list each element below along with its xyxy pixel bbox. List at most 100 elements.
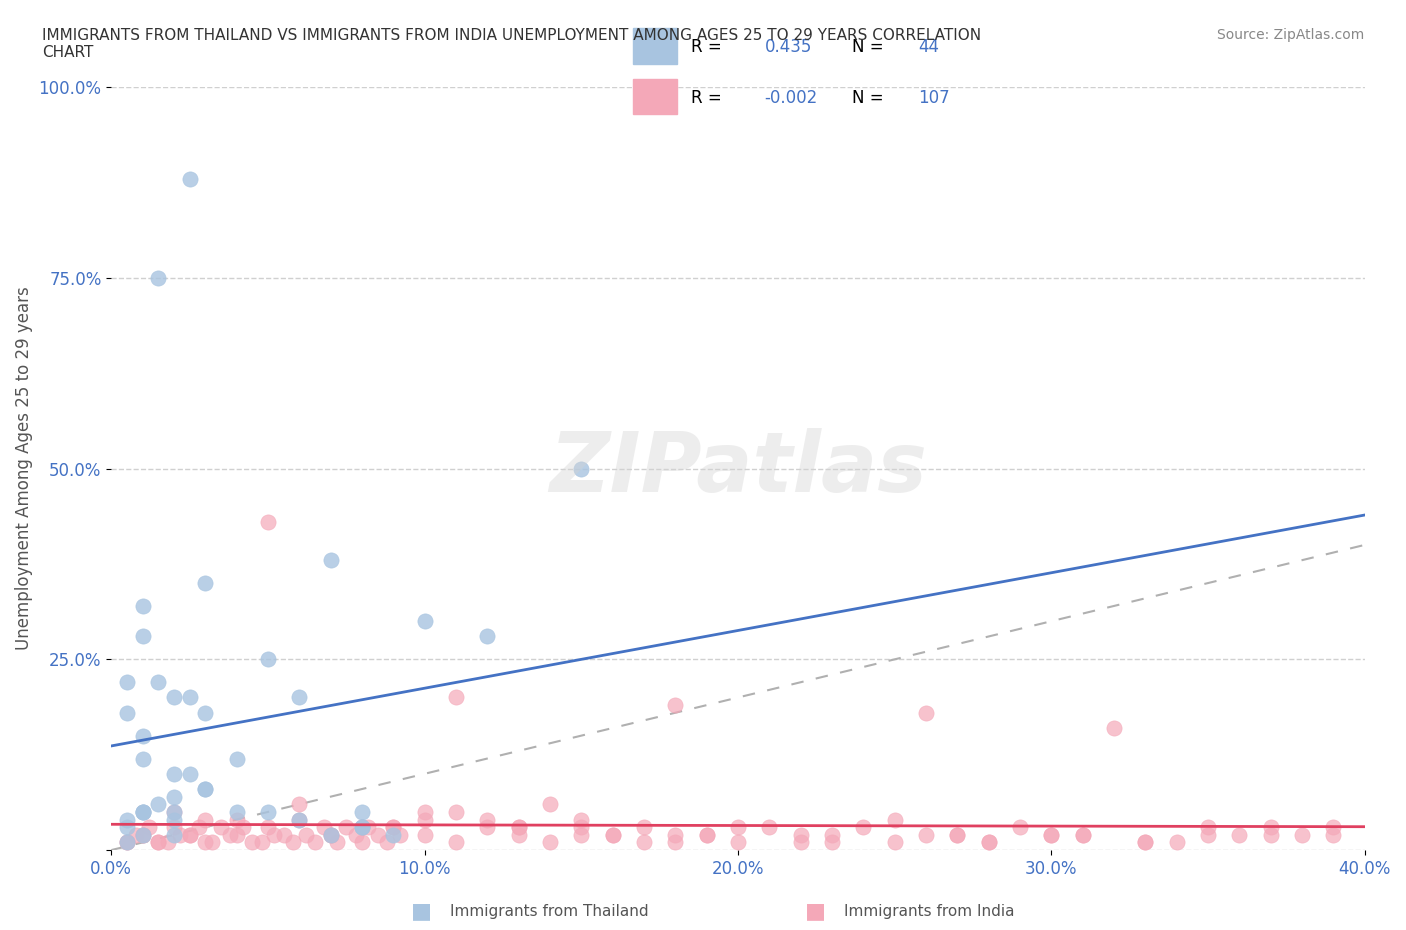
Point — [179, 690, 201, 705]
Point — [758, 819, 780, 834]
Point — [148, 835, 170, 850]
Text: ZIPatlas: ZIPatlas — [550, 428, 927, 509]
Point — [508, 819, 530, 834]
Point — [1197, 819, 1219, 834]
Point — [1260, 828, 1282, 843]
Point — [131, 804, 153, 819]
Point — [319, 828, 342, 843]
Point — [131, 804, 153, 819]
Point — [131, 828, 153, 843]
Point — [125, 828, 148, 843]
Bar — [633, 29, 676, 64]
Point — [357, 819, 380, 834]
Point — [790, 835, 813, 850]
Point — [288, 690, 311, 705]
Point — [727, 819, 749, 834]
Point — [163, 819, 186, 834]
Point — [1197, 828, 1219, 843]
Point — [314, 819, 336, 834]
Point — [163, 804, 186, 819]
Point — [131, 804, 153, 819]
Point — [115, 819, 138, 834]
Point — [977, 835, 1000, 850]
Point — [115, 675, 138, 690]
Point — [350, 819, 373, 834]
Point — [664, 698, 686, 712]
Point — [569, 819, 592, 834]
Point — [508, 819, 530, 834]
Point — [1040, 828, 1063, 843]
Point — [477, 819, 499, 834]
Point — [350, 819, 373, 834]
Point — [335, 819, 357, 834]
Point — [1102, 721, 1125, 736]
Text: N =: N = — [852, 38, 884, 57]
Point — [304, 835, 326, 850]
Point — [209, 819, 232, 834]
Point — [288, 812, 311, 827]
Point — [169, 828, 191, 843]
Point — [179, 828, 201, 843]
Point — [344, 828, 367, 843]
Point — [288, 797, 311, 812]
Point — [219, 828, 242, 843]
Point — [1010, 819, 1032, 834]
Point — [508, 828, 530, 843]
Point — [664, 835, 686, 850]
Point — [148, 271, 170, 286]
Point — [664, 828, 686, 843]
Point — [194, 835, 217, 850]
Point — [382, 819, 405, 834]
Text: ■: ■ — [806, 901, 825, 922]
Text: 44: 44 — [918, 38, 939, 57]
Point — [194, 812, 217, 827]
Text: N =: N = — [852, 88, 884, 107]
Point — [367, 828, 389, 843]
Text: ■: ■ — [412, 901, 432, 922]
Point — [115, 835, 138, 850]
Point — [194, 576, 217, 591]
Point — [413, 614, 436, 629]
Point — [477, 812, 499, 827]
Point — [257, 652, 280, 667]
Point — [1322, 828, 1344, 843]
Point — [633, 819, 655, 834]
Point — [538, 797, 561, 812]
Point — [294, 828, 316, 843]
Text: Immigrants from Thailand: Immigrants from Thailand — [450, 904, 648, 919]
Point — [790, 828, 813, 843]
Point — [883, 835, 905, 850]
Point — [413, 812, 436, 827]
Point — [821, 835, 844, 850]
Point — [163, 790, 186, 804]
Text: R =: R = — [692, 38, 723, 57]
Point — [696, 828, 718, 843]
Point — [633, 835, 655, 850]
Point — [115, 835, 138, 850]
Point — [257, 804, 280, 819]
Y-axis label: Unemployment Among Ages 25 to 29 years: Unemployment Among Ages 25 to 29 years — [15, 286, 32, 650]
Point — [288, 812, 311, 827]
Point — [883, 812, 905, 827]
Point — [1071, 828, 1094, 843]
Point — [602, 828, 624, 843]
Point — [1291, 828, 1313, 843]
Point — [915, 828, 938, 843]
Point — [131, 629, 153, 644]
Point — [281, 835, 304, 850]
Point — [179, 171, 201, 186]
Point — [148, 835, 170, 850]
Point — [388, 828, 411, 843]
Point — [1229, 828, 1251, 843]
Point — [1040, 828, 1063, 843]
Point — [257, 514, 280, 529]
Point — [225, 751, 247, 766]
Point — [602, 828, 624, 843]
Point — [179, 766, 201, 781]
Point — [444, 835, 467, 850]
Point — [1071, 828, 1094, 843]
Point — [115, 705, 138, 720]
Point — [350, 819, 373, 834]
Point — [138, 819, 160, 834]
Point — [131, 828, 153, 843]
